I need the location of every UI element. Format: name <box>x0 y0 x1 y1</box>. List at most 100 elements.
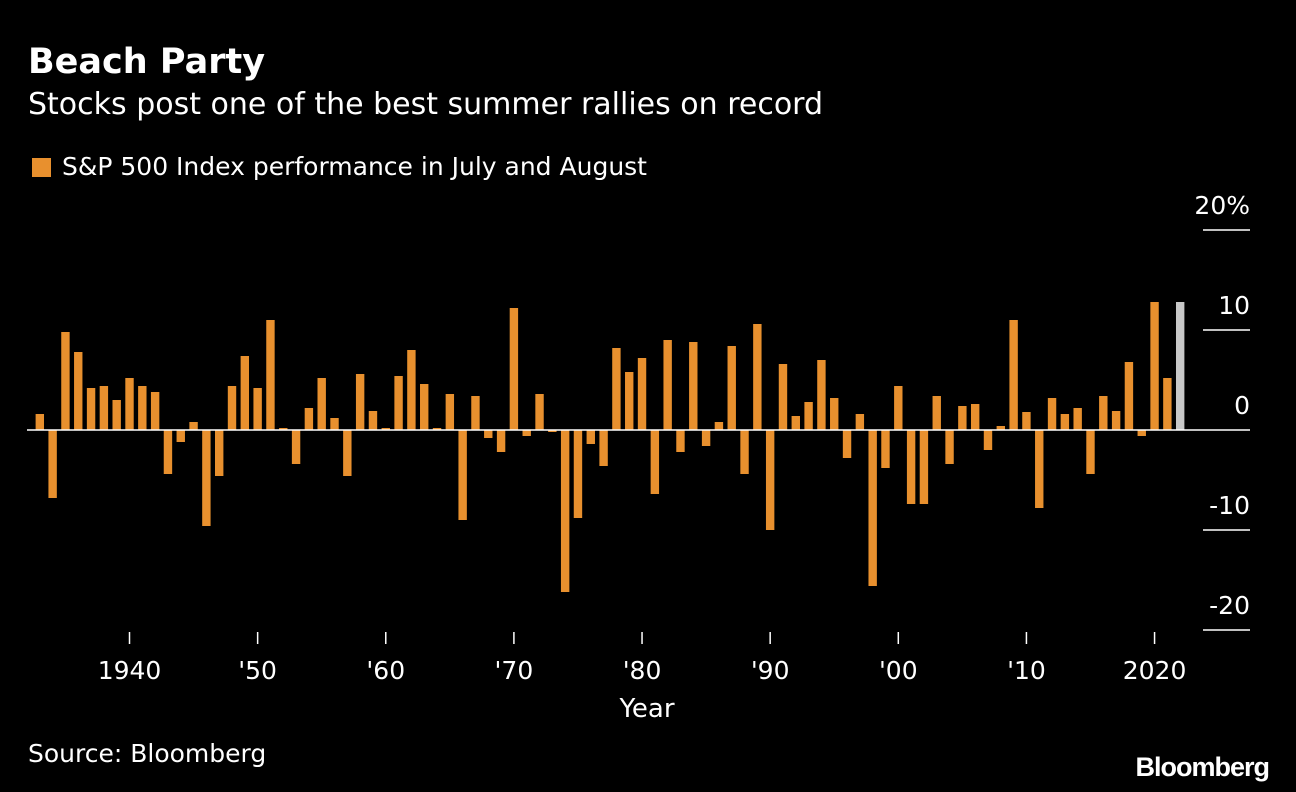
bar-1955 <box>317 378 326 430</box>
bar-1982 <box>663 340 672 430</box>
x-tick-label: '50 <box>238 656 277 685</box>
bar-1956 <box>330 418 339 430</box>
legend-swatch <box>32 157 51 177</box>
bar-1995 <box>830 398 839 430</box>
bar-1991 <box>778 364 788 430</box>
bar-1949 <box>240 356 250 430</box>
bar-1984 <box>689 342 698 430</box>
bar-2008 <box>996 426 1005 430</box>
legend: S&P 500 Index performance in July and Au… <box>32 150 647 184</box>
bar-1973 <box>548 430 557 432</box>
bar-1935 <box>61 332 70 430</box>
bar-2009 <box>1009 320 1018 430</box>
bar-1987 <box>727 346 736 430</box>
bar-1996 <box>842 430 852 458</box>
bar-1968 <box>484 430 493 438</box>
bar-2010 <box>1022 412 1031 430</box>
bar-1942 <box>150 392 160 430</box>
bar-1972 <box>535 394 544 430</box>
bar-2006 <box>970 404 980 430</box>
bar-2020 <box>1150 302 1159 430</box>
bar-1977 <box>599 430 608 466</box>
bar-2002 <box>919 430 929 504</box>
chart-title: Beach Party <box>28 42 266 82</box>
bar-1951 <box>266 320 275 430</box>
bar-1941 <box>138 386 147 430</box>
bar-1974 <box>560 430 570 592</box>
bar-1934 <box>48 430 57 498</box>
bar-1976 <box>586 430 595 444</box>
x-axis: 1940 '50 '60 '70 '80 '90 '00 '10 2020 <box>98 632 1186 685</box>
x-axis-title: Year <box>618 694 674 724</box>
bar-1967 <box>471 396 480 430</box>
bar-1978 <box>612 348 621 430</box>
bar-1937 <box>86 388 96 430</box>
x-tick-label: '70 <box>495 656 534 685</box>
bar-2014 <box>1073 408 1082 430</box>
bar-1957 <box>343 430 352 476</box>
y-tick-label: 10 <box>1218 291 1250 320</box>
bar-1948 <box>227 386 237 430</box>
bar-1933 <box>35 414 45 430</box>
y-tick-label: -10 <box>1209 491 1250 520</box>
bar-1985 <box>701 430 711 446</box>
bar-1950 <box>253 388 262 430</box>
bar-2021 <box>1163 378 1172 430</box>
bar-2016 <box>1099 396 1108 430</box>
bar-1962 <box>407 350 416 430</box>
bar-1983 <box>676 430 685 452</box>
y-tick-label: -20 <box>1209 591 1250 620</box>
bar-1975 <box>573 430 583 518</box>
bar-2018 <box>1124 362 1134 430</box>
bar-1971 <box>522 430 531 436</box>
bar-1966 <box>458 430 467 520</box>
bloomberg-logo: Bloomberg <box>1135 752 1270 782</box>
bar-1940 <box>125 378 134 430</box>
x-tick-label: '60 <box>366 656 405 685</box>
x-tick-label: '10 <box>1007 656 1046 685</box>
chart-subtitle: Stocks post one of the best summer ralli… <box>28 87 824 122</box>
bar-1980 <box>637 358 647 430</box>
legend-label: S&P 500 Index performance in July and Au… <box>62 152 647 181</box>
bar-1970 <box>509 308 519 430</box>
bar-2007 <box>983 430 993 450</box>
bar-1959 <box>368 411 378 430</box>
bar-2019 <box>1137 430 1146 436</box>
bar-1961 <box>394 376 403 430</box>
bar-2011 <box>1035 430 1044 508</box>
x-tick-label: 1940 <box>98 656 162 685</box>
bar-2012 <box>1047 398 1057 430</box>
bar-1939 <box>112 400 121 430</box>
bar-1998 <box>868 430 877 586</box>
y-tick-label: 0 <box>1234 391 1250 420</box>
bar-2022 <box>1175 302 1185 430</box>
bar-1947 <box>215 430 224 476</box>
bar-1997 <box>855 414 865 430</box>
bar-1963 <box>420 384 429 430</box>
bar-2017 <box>1111 411 1121 430</box>
bar-1969 <box>496 430 506 452</box>
x-tick-label: '00 <box>879 656 918 685</box>
source-note: Source: Bloomberg <box>28 739 267 768</box>
bar-1986 <box>714 422 724 430</box>
bar-1979 <box>625 372 634 430</box>
bar-1946 <box>202 430 211 526</box>
y-tick-label: 20% <box>1194 191 1250 220</box>
bar-1964 <box>432 428 442 430</box>
bar-1990 <box>765 430 775 530</box>
y-axis: 20% 10 0 -10 -20 <box>1194 191 1250 631</box>
bar-1953 <box>291 430 301 464</box>
bar-2015 <box>1086 430 1095 474</box>
bar-2004 <box>945 430 954 464</box>
bars-group <box>35 302 1185 592</box>
bar-1999 <box>881 430 890 468</box>
bar-1938 <box>99 386 109 430</box>
bar-1992 <box>791 416 800 430</box>
x-tick-label: '80 <box>623 656 662 685</box>
x-tick-label: '90 <box>751 656 790 685</box>
bar-1945 <box>189 422 198 430</box>
bar-1993 <box>804 402 813 430</box>
bar-1988 <box>740 430 749 474</box>
bar-2013 <box>1060 414 1070 430</box>
